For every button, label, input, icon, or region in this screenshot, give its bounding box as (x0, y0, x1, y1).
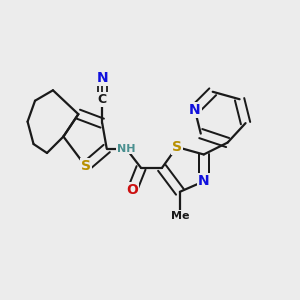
Text: Me: Me (171, 211, 189, 221)
Text: S: S (81, 159, 91, 173)
Text: S: S (172, 140, 182, 154)
Text: N: N (198, 174, 210, 188)
Text: C: C (98, 93, 107, 106)
Text: O: O (126, 183, 138, 197)
Text: NH: NH (117, 143, 135, 154)
Text: N: N (96, 71, 108, 85)
Text: N: N (189, 103, 201, 117)
